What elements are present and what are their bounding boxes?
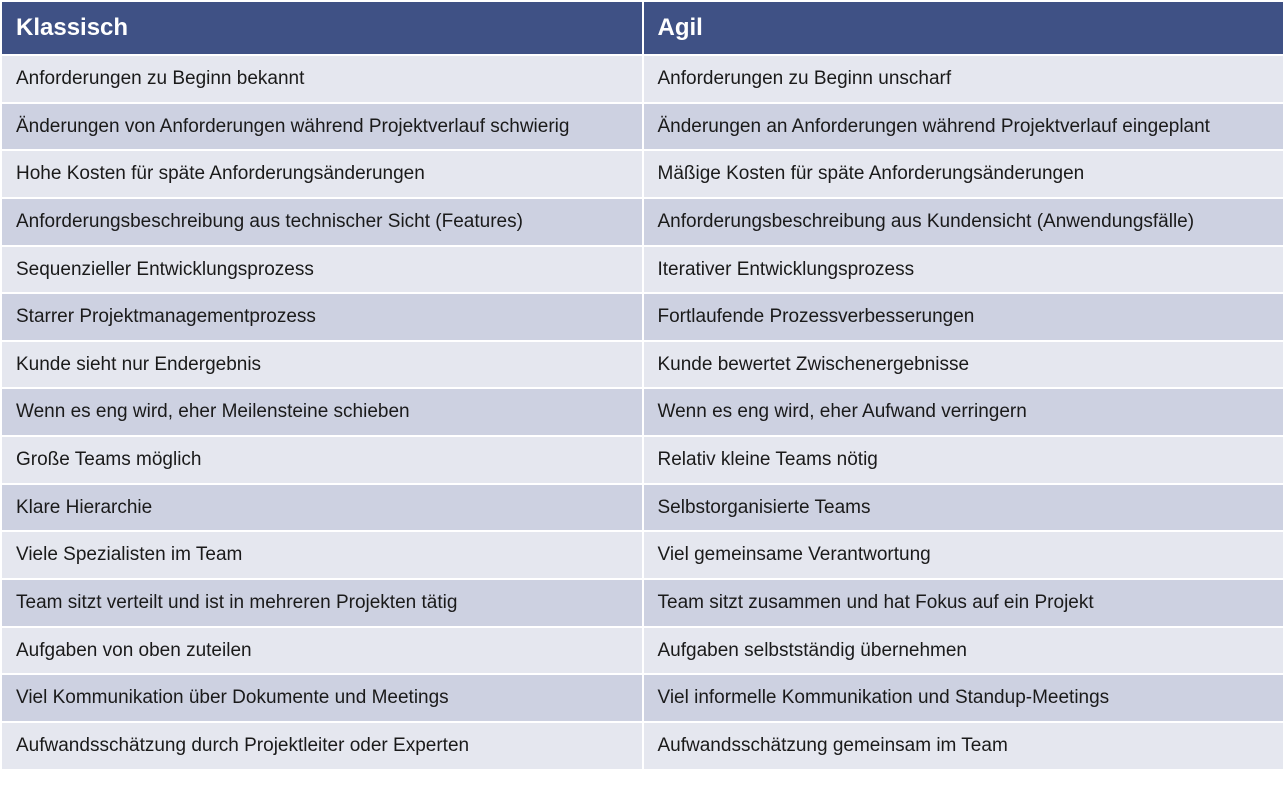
table-row: Aufwandsschätzung durch Projektleiter od… (1, 722, 1284, 770)
cell-agil: Aufgaben selbstständig übernehmen (643, 627, 1285, 675)
table-row: Viele Spezialisten im Team Viel gemeinsa… (1, 531, 1284, 579)
cell-klassisch: Wenn es eng wird, eher Meilensteine schi… (1, 388, 643, 436)
cell-klassisch: Anforderungsbeschreibung aus technischer… (1, 198, 643, 246)
cell-agil: Aufwandsschätzung gemeinsam im Team (643, 722, 1285, 770)
cell-agil: Fortlaufende Prozessverbesserungen (643, 293, 1285, 341)
table-row: Hohe Kosten für späte Anforderungsänderu… (1, 150, 1284, 198)
cell-klassisch: Starrer Projektmanagementprozess (1, 293, 643, 341)
cell-agil: Wenn es eng wird, eher Aufwand verringer… (643, 388, 1285, 436)
cell-agil: Anforderungen zu Beginn unscharf (643, 55, 1285, 103)
table-row: Viel Kommunikation über Dokumente und Me… (1, 674, 1284, 722)
table-header-row: Klassisch Agil (1, 1, 1284, 55)
table-row: Änderungen von Anforderungen während Pro… (1, 103, 1284, 151)
cell-agil: Selbstorganisierte Teams (643, 484, 1285, 532)
table-row: Anforderungsbeschreibung aus technischer… (1, 198, 1284, 246)
cell-klassisch: Viel Kommunikation über Dokumente und Me… (1, 674, 643, 722)
cell-klassisch: Kunde sieht nur Endergebnis (1, 341, 643, 389)
table-row: Sequenzieller Entwicklungsprozess Iterat… (1, 246, 1284, 294)
column-header-klassisch: Klassisch (1, 1, 643, 55)
cell-klassisch: Aufgaben von oben zuteilen (1, 627, 643, 675)
cell-agil: Viel informelle Kommunikation und Standu… (643, 674, 1285, 722)
table-row: Wenn es eng wird, eher Meilensteine schi… (1, 388, 1284, 436)
cell-agil: Änderungen an Anforderungen während Proj… (643, 103, 1285, 151)
table-row: Große Teams möglich Relativ kleine Teams… (1, 436, 1284, 484)
table-row: Aufgaben von oben zuteilen Aufgaben selb… (1, 627, 1284, 675)
column-header-agil: Agil (643, 1, 1285, 55)
cell-klassisch: Klare Hierarchie (1, 484, 643, 532)
table-row: Klare Hierarchie Selbstorganisierte Team… (1, 484, 1284, 532)
cell-agil: Team sitzt zusammen und hat Fokus auf ei… (643, 579, 1285, 627)
table-row: Team sitzt verteilt und ist in mehreren … (1, 579, 1284, 627)
cell-klassisch: Anforderungen zu Beginn bekannt (1, 55, 643, 103)
cell-klassisch: Hohe Kosten für späte Anforderungsänderu… (1, 150, 643, 198)
cell-agil: Relativ kleine Teams nötig (643, 436, 1285, 484)
table-row: Kunde sieht nur Endergebnis Kunde bewert… (1, 341, 1284, 389)
cell-agil: Viel gemeinsame Verantwortung (643, 531, 1285, 579)
comparison-table: Klassisch Agil Anforderungen zu Beginn b… (0, 0, 1285, 771)
cell-klassisch: Große Teams möglich (1, 436, 643, 484)
cell-klassisch: Aufwandsschätzung durch Projektleiter od… (1, 722, 643, 770)
cell-klassisch: Änderungen von Anforderungen während Pro… (1, 103, 643, 151)
cell-agil: Mäßige Kosten für späte Anforderungsände… (643, 150, 1285, 198)
cell-agil: Kunde bewertet Zwischenergebnisse (643, 341, 1285, 389)
table-row: Starrer Projektmanagementprozess Fortlau… (1, 293, 1284, 341)
cell-agil: Anforderungsbeschreibung aus Kundensicht… (643, 198, 1285, 246)
cell-agil: Iterativer Entwicklungsprozess (643, 246, 1285, 294)
cell-klassisch: Team sitzt verteilt und ist in mehreren … (1, 579, 643, 627)
table-row: Anforderungen zu Beginn bekannt Anforder… (1, 55, 1284, 103)
cell-klassisch: Viele Spezialisten im Team (1, 531, 643, 579)
cell-klassisch: Sequenzieller Entwicklungsprozess (1, 246, 643, 294)
